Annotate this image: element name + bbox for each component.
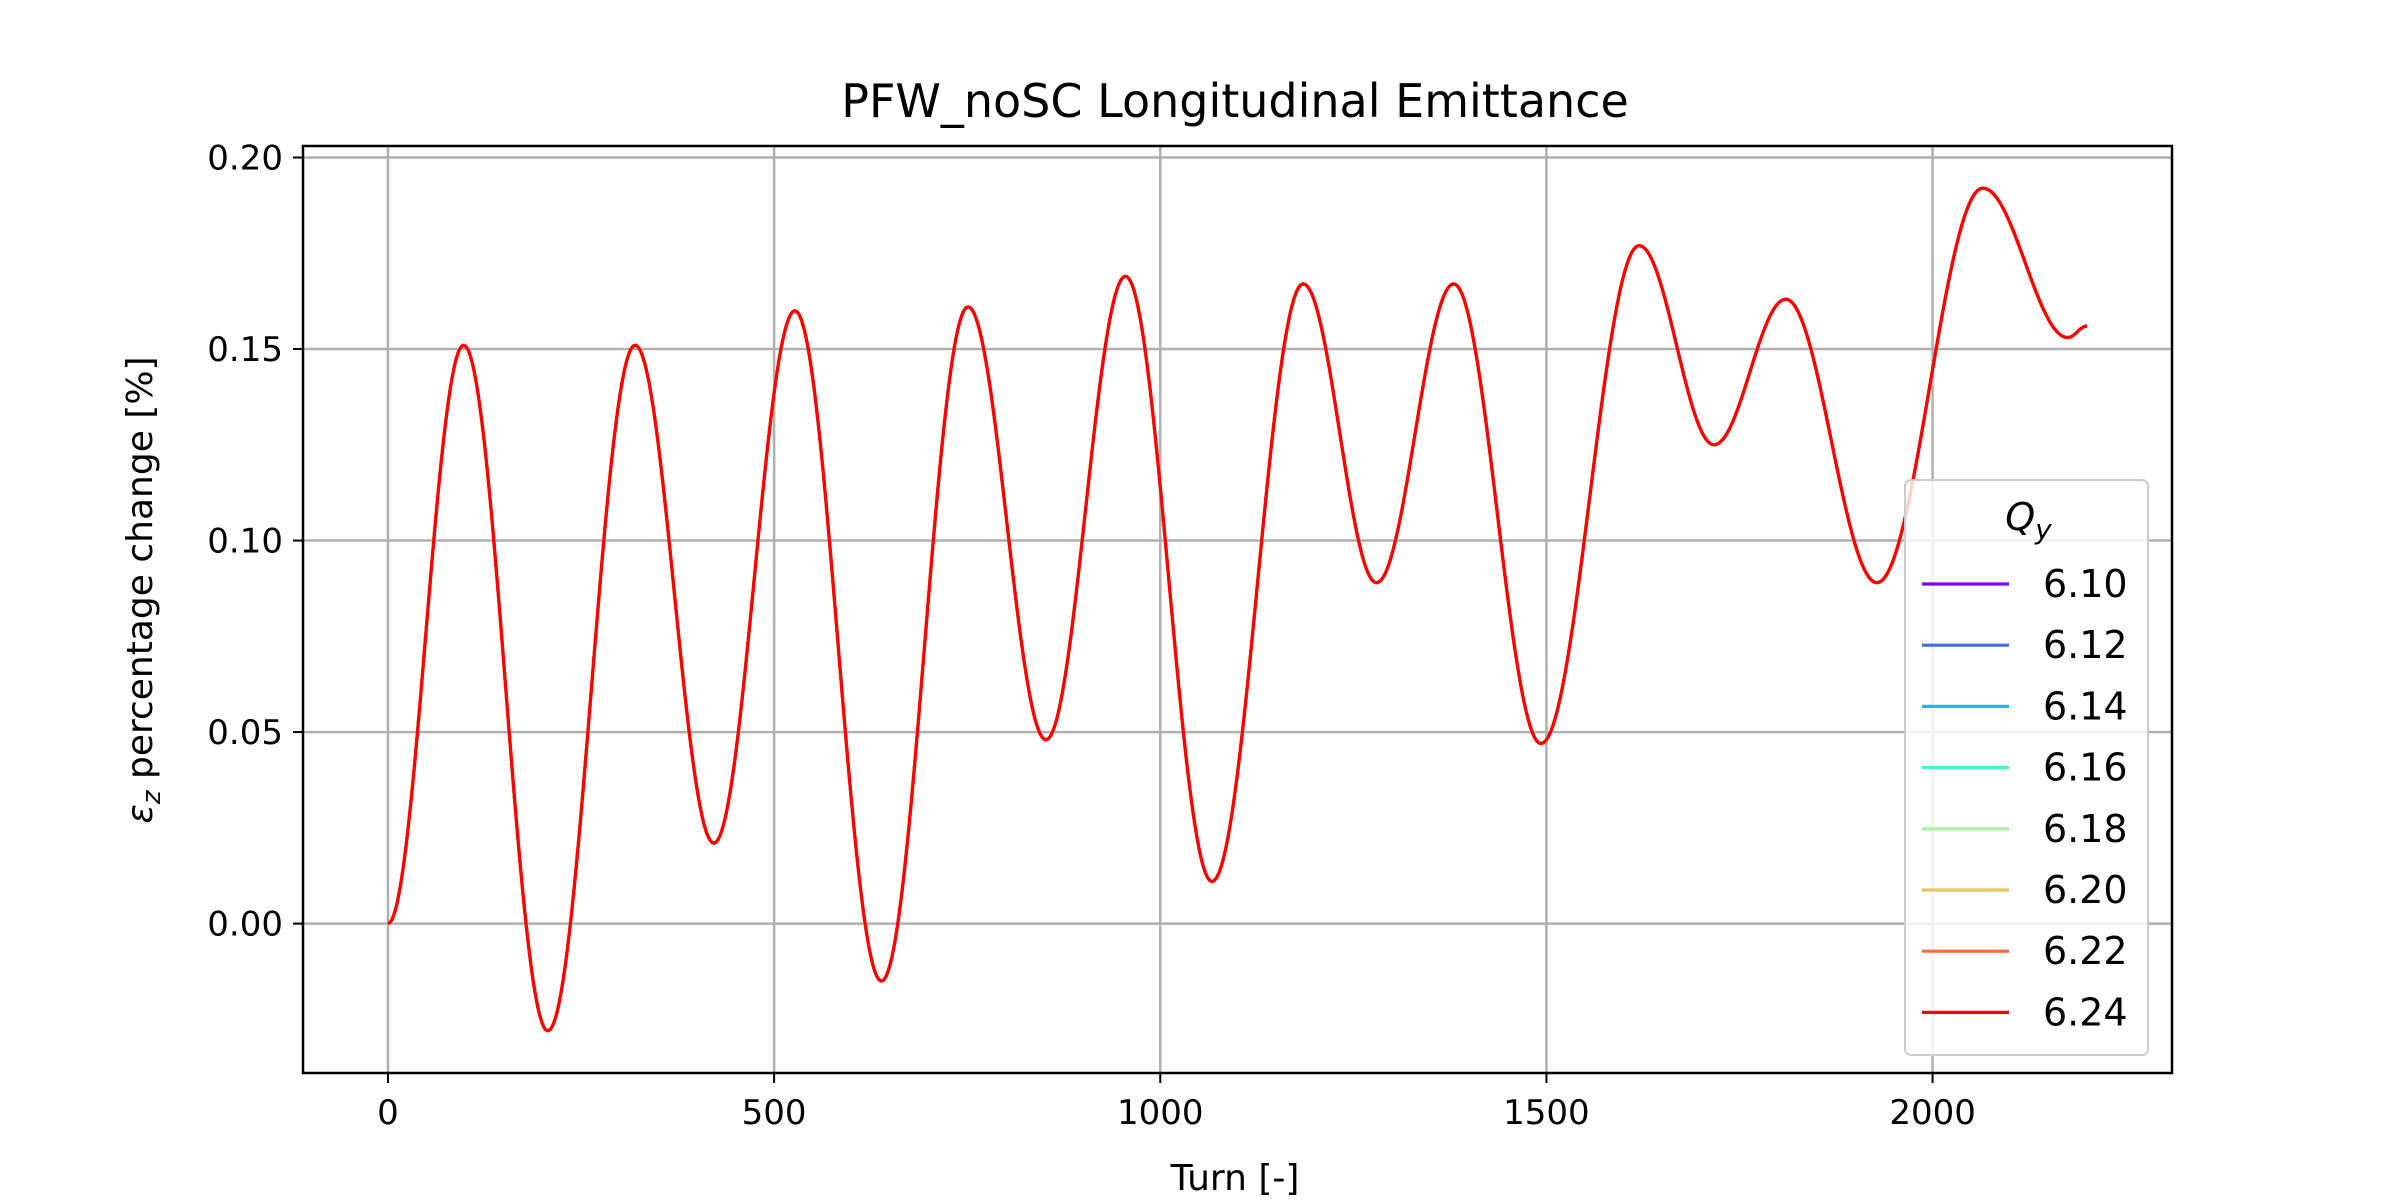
x-tick-label: 0 xyxy=(377,1093,399,1133)
series-line-6-10 xyxy=(387,186,2089,1033)
plot-frame xyxy=(301,144,2174,1075)
x-tick-label: 2000 xyxy=(1889,1093,1976,1133)
y-tick-label: 0.15 xyxy=(207,330,283,370)
series-line-6-16 xyxy=(387,186,2089,1033)
legend-entry-label: 6.14 xyxy=(2043,684,2128,728)
legend-entry-label: 6.12 xyxy=(2043,623,2128,667)
y-tick-label: 0.00 xyxy=(207,905,283,945)
series-line-6-24 xyxy=(387,186,2089,1033)
series-line-6-22 xyxy=(387,186,2089,1033)
legend-entry-label: 6.24 xyxy=(2043,990,2128,1034)
legend-entry-label: 6.18 xyxy=(2043,807,2128,851)
chart-title: PFW_noSC Longitudinal Emittance xyxy=(841,74,1629,128)
legend-box xyxy=(1904,479,2149,1056)
legend-entry-label: 6.22 xyxy=(2043,929,2128,973)
axis-ticks: 0 500 1000 1500 2000 0.00 0.05 0.10 0.15 0.20 xyxy=(207,138,1976,1133)
y-tick-label: 0.05 xyxy=(207,713,283,753)
legend-entry-label: 6.16 xyxy=(2043,746,2128,790)
legend-entry-label: 6.20 xyxy=(2043,868,2128,912)
series-line-6-20 xyxy=(387,186,2089,1033)
legend: Qy 6.10 6.12 6.14 6.16 6.18 6.20 6.22 6.24 xyxy=(1904,479,2149,1056)
x-tick-label: 1000 xyxy=(1117,1093,1204,1133)
series-line-6-18 xyxy=(387,186,2089,1033)
x-axis-label: Turn [-] xyxy=(1170,1158,1300,1199)
series-line-6-12 xyxy=(387,186,2089,1033)
y-tick-label: 0.20 xyxy=(207,138,283,178)
plot-curves xyxy=(387,186,2089,1033)
y-axis-label: εz percentage change [%] xyxy=(120,356,167,823)
legend-title: Qy xyxy=(2005,495,2052,546)
grid-lines xyxy=(303,146,2172,1073)
y-tick-label: 0.10 xyxy=(207,522,283,562)
x-tick-label: 1500 xyxy=(1503,1093,1590,1133)
x-tick-label: 500 xyxy=(742,1093,807,1133)
series-line-6-14 xyxy=(387,186,2089,1033)
legend-entry-label: 6.10 xyxy=(2043,562,2128,606)
